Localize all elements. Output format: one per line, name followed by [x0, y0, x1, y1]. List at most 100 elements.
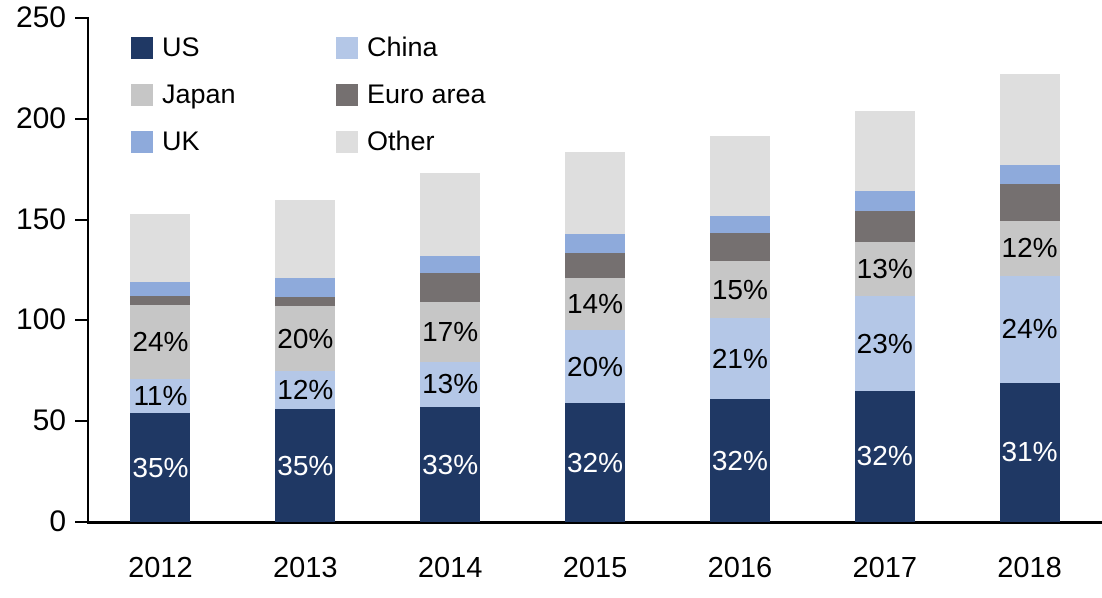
bar-segment-us-2013: 35%	[275, 409, 336, 522]
bar-2016: 32% 21% 15%	[709, 135, 770, 522]
x-axis-label-2014: 2014	[417, 552, 483, 584]
bar-segment-japan-2013: 20%	[275, 306, 336, 371]
bar-segment-other-2016	[709, 135, 770, 216]
segment-label-china-2013: 12%	[277, 373, 334, 405]
bar-segment-us-2016: 32%	[709, 399, 770, 522]
legend-swatch-japan	[131, 83, 153, 106]
bar-segment-euro-area-2014	[420, 273, 481, 303]
bar-segment-china-2013: 12%	[275, 370, 336, 410]
bar-segment-euro-area-2018	[999, 184, 1060, 221]
x-axis-label-2012: 2012	[128, 552, 193, 584]
segment-label-china-2014: 13%	[422, 368, 479, 400]
bar-segment-japan-2014: 17%	[420, 302, 481, 362]
legend-swatch-uk	[131, 130, 153, 153]
bar-segment-other-2013	[275, 200, 336, 279]
segment-label-japan-2014: 17%	[422, 315, 479, 347]
y-tick-mark	[75, 521, 88, 523]
legend-item-uk: UK	[131, 128, 336, 155]
segment-label-japan-2013: 20%	[277, 322, 334, 354]
legend-label-uk: UK	[162, 126, 200, 156]
legend-swatch-other	[336, 130, 358, 153]
bar-segment-japan-2016: 15%	[709, 260, 770, 319]
segment-label-china-2016: 21%	[711, 342, 768, 374]
x-axis-label-2013: 2013	[273, 552, 338, 584]
segment-label-china-2017: 23%	[856, 327, 913, 359]
bar-segment-euro-area-2015	[565, 252, 625, 279]
y-tick-mark	[75, 420, 88, 423]
y-tick-label: 0	[49, 505, 66, 538]
bar-2017: 32% 23% 13%	[854, 110, 915, 522]
legend-item-china: China	[336, 34, 486, 61]
y-axis-line	[87, 17, 89, 523]
x-axis-label-2016: 2016	[707, 552, 773, 584]
bar-2015: 32% 20% 14%	[565, 152, 625, 522]
segment-label-us-2012: 35%	[132, 451, 189, 483]
bar-segment-uk-2013	[275, 278, 336, 298]
x-axis-line	[87, 521, 1102, 524]
bar-segment-other-2014	[420, 173, 481, 256]
segment-label-us-2013: 35%	[277, 449, 334, 481]
segment-label-china-2012: 11%	[133, 379, 188, 411]
bar-segment-japan-2015: 14%	[565, 278, 625, 331]
legend-swatch-euro-area	[336, 83, 358, 106]
bar-segment-japan-2012: 24%	[130, 305, 191, 379]
bar-segment-uk-2017	[854, 191, 915, 211]
y-tick-label: 200	[15, 101, 66, 135]
bar-segment-uk-2018	[999, 165, 1060, 185]
y-tick-mark	[75, 17, 88, 19]
x-axis-label-2017: 2017	[852, 552, 917, 584]
segment-label-japan-2016: 15%	[711, 273, 768, 305]
bar-segment-china-2012: 11%	[130, 378, 191, 414]
legend-label-china: China	[367, 32, 438, 62]
legend-label-us: US	[162, 32, 200, 62]
bar-2014: 33% 13% 17%	[420, 173, 481, 522]
y-tick-label: 100	[15, 303, 66, 337]
bar-segment-china-2016: 21%	[709, 318, 770, 400]
legend-swatch-china	[336, 36, 358, 59]
bar-segment-china-2014: 13%	[420, 361, 481, 408]
segment-label-us-2014: 33%	[422, 448, 479, 480]
legend-item-euro-area: Euro area	[336, 81, 486, 108]
segment-label-japan-2018: 12%	[1001, 232, 1058, 264]
bar-segment-uk-2016	[709, 215, 770, 233]
chart-legend: US China Japan Euro area UK Other	[131, 24, 486, 165]
bar-segment-china-2018: 24%	[999, 276, 1060, 383]
segment-label-japan-2017: 13%	[856, 252, 913, 284]
bar-segment-other-2015	[565, 152, 625, 234]
bar-segment-china-2017: 23%	[854, 296, 915, 391]
y-tick-mark	[75, 117, 88, 120]
bar-2012: 35% 11% 24%	[130, 213, 191, 522]
legend-item-other: Other	[336, 128, 486, 155]
bar-segment-china-2015: 20%	[565, 330, 625, 404]
bar-segment-other-2012	[130, 213, 191, 283]
y-tick-label: 250	[15, 1, 66, 34]
y-tick-label: 150	[15, 202, 66, 236]
bar-segment-other-2017	[854, 110, 915, 192]
legend-item-us: US	[131, 34, 336, 61]
legend-item-japan: Japan	[131, 81, 336, 108]
bar-segment-uk-2014	[420, 255, 481, 274]
bar-segment-japan-2017: 13%	[854, 241, 915, 297]
bar-segment-euro-area-2016	[709, 232, 770, 261]
legend-label-other: Other	[367, 126, 435, 156]
bar-segment-us-2012: 35%	[130, 413, 191, 522]
bar-segment-japan-2018: 12%	[999, 220, 1060, 277]
segment-label-japan-2015: 14%	[566, 288, 624, 320]
y-tick-mark	[75, 319, 88, 322]
legend-swatch-us	[131, 36, 153, 59]
bar-segment-uk-2012	[130, 282, 191, 297]
segment-label-us-2015: 32%	[566, 446, 624, 478]
segment-label-japan-2012: 24%	[132, 326, 189, 358]
y-tick-label: 50	[32, 404, 66, 438]
y-tick-mark	[75, 218, 88, 221]
legend-label-euro-area: Euro area	[367, 79, 486, 109]
bar-segment-other-2018	[999, 74, 1060, 166]
bar-2018: 31% 24% 12%	[999, 74, 1060, 522]
segment-label-china-2015: 20%	[566, 350, 624, 382]
bar-segment-euro-area-2013	[275, 297, 336, 307]
legend-label-japan: Japan	[162, 79, 236, 109]
bar-segment-uk-2015	[565, 233, 625, 253]
segment-label-us-2016: 32%	[711, 444, 768, 476]
bar-segment-us-2017: 32%	[854, 390, 915, 522]
bar-segment-euro-area-2017	[854, 210, 915, 242]
